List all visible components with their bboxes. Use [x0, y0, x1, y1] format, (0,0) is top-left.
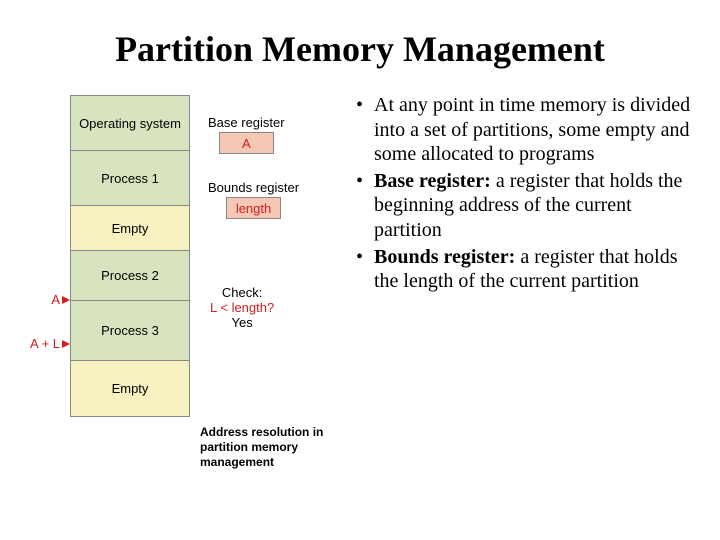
base-register-title: Base register: [208, 115, 285, 130]
memory-cell: Empty: [71, 206, 189, 251]
bullet-item: At any point in time memory is divided i…: [356, 93, 694, 167]
figure-caption: Address resolution in partition memory m…: [200, 425, 350, 470]
bounds-register-block: Bounds register length: [208, 180, 299, 219]
memory-cell: Process 3: [71, 301, 189, 361]
bounds-register-box: length: [226, 197, 281, 219]
check-block: Check: L < length? Yes: [210, 285, 274, 330]
pointer-a-arrow: [62, 296, 70, 304]
memory-cell: Operating system: [71, 96, 189, 151]
check-result: Yes: [210, 315, 274, 330]
memory-cell: Empty: [71, 361, 189, 416]
memory-cell: Process 1: [71, 151, 189, 206]
pointer-a-label: A: [5, 292, 60, 307]
pointer-al-arrow: [62, 340, 70, 348]
check-label: Check:: [210, 285, 274, 300]
bullet-item: Bounds register: a register that holds t…: [356, 245, 694, 294]
bullet-bold: Bounds register:: [374, 246, 515, 268]
bullet-list: At any point in time memory is divided i…: [356, 93, 694, 296]
bounds-register-title: Bounds register: [208, 180, 299, 195]
check-expr: L < length?: [210, 300, 274, 315]
base-register-box: A: [219, 132, 274, 154]
base-register-block: Base register A: [208, 115, 285, 154]
memory-cell: Process 2: [71, 251, 189, 301]
page-title: Partition Memory Management: [0, 0, 720, 70]
pointer-al-label: A + L: [5, 336, 60, 351]
bullet-bold: Base register:: [374, 170, 491, 192]
memory-table: Operating systemProcess 1EmptyProcess 2P…: [70, 95, 190, 417]
bullet-item: Base register: a register that holds the…: [356, 169, 694, 243]
